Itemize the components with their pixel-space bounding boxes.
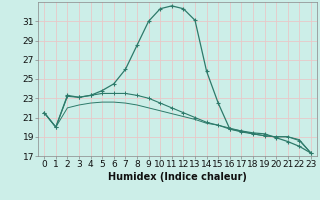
X-axis label: Humidex (Indice chaleur): Humidex (Indice chaleur) bbox=[108, 172, 247, 182]
